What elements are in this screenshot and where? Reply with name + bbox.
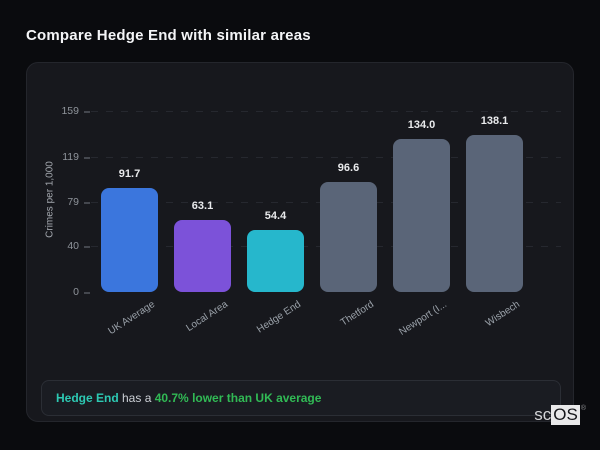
y-tick-label: 159 [61,105,79,117]
bar-uk-average[interactable] [101,188,158,292]
y-tick-mark [84,202,90,204]
bar-value-label: 138.1 [480,115,509,127]
bar-newport-i[interactable] [393,139,450,292]
bar-hedge-end[interactable] [247,230,304,292]
bar-value-label: 54.4 [264,210,287,222]
gridline [91,157,561,158]
summary-connector: has a [118,391,155,405]
x-axis-label: Hedge End [255,299,303,336]
logo-prefix: sc [534,405,552,424]
y-tick-label: 0 [73,286,79,298]
gridline [91,111,561,112]
bar-chart: Crimes per 1,000 0 40 79 119 159 91.7 63.1 54.… [27,63,573,421]
x-axis-label: Newport (I... [397,299,449,338]
summary-comparison: 40.7% lower than UK average [154,391,322,405]
scos-logo: sc OS ® [534,405,586,425]
y-tick-label: 40 [67,240,79,252]
y-tick-label: 119 [62,151,79,163]
x-axis-label: UK Average [106,299,157,338]
y-tick-mark [84,246,90,248]
y-tick-label: 79 [67,196,79,208]
bar-value-label: 63.1 [191,200,214,212]
bar-thetford[interactable] [320,182,377,292]
summary-area-name: Hedge End [56,391,119,405]
y-tick-mark [84,292,90,294]
y-tick-mark [84,111,90,113]
registered-trademark-icon: ® [580,405,586,412]
bar-local-area[interactable] [174,220,231,292]
x-axis-label: Local Area [184,299,230,334]
bar-wisbech[interactable] [466,135,523,292]
chart-card: Crimes per 1,000 0 40 79 119 159 91.7 63.1 54.… [26,62,574,422]
bar-value-label: 91.7 [118,168,141,180]
bar-value-label: 96.6 [337,162,360,174]
x-axis-label: Wisbech [483,299,522,330]
bar-value-label: 134.0 [407,119,436,131]
page-title: Compare Hedge End with similar areas [26,27,311,44]
logo-badge: OS [551,405,580,425]
x-axis-label: Thetford [338,299,376,329]
summary-box: Hedge End has a 40.7% lower than UK aver… [41,380,561,416]
y-tick-mark [84,157,90,159]
